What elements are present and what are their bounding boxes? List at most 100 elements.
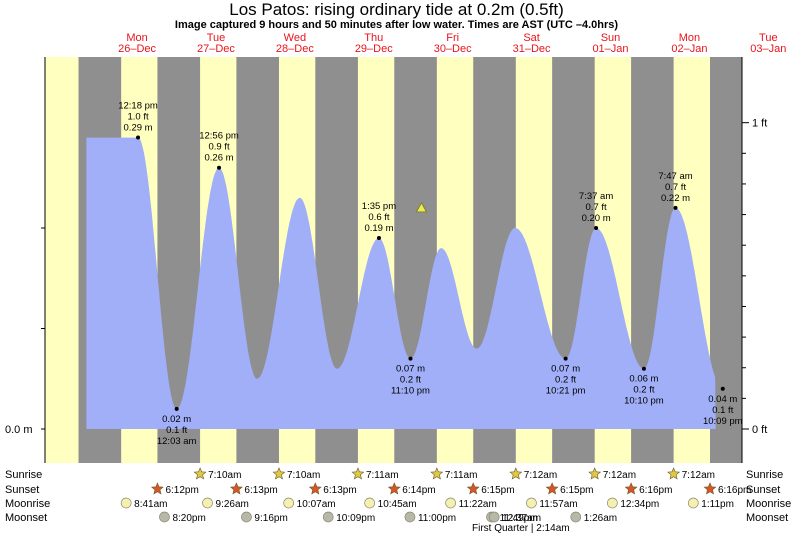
sunset-time: 6:15pm: [560, 485, 593, 496]
day-date-label: 01–Jan: [592, 43, 628, 55]
sunset-icon: [545, 482, 559, 495]
high-tide-metres: 0.22 m: [661, 193, 690, 204]
sunrise-row-label-right: Sunrise: [746, 469, 783, 481]
low-tide-feet: 0.2 ft: [400, 375, 421, 386]
right-axis-label: 0 ft: [752, 424, 767, 436]
moonset-icon: [241, 511, 252, 523]
sunset-icon: [624, 482, 638, 495]
day-name-label: Thu: [364, 32, 383, 44]
moonrise-time: 12:34pm: [620, 499, 659, 510]
day-date-label: 31–Dec: [513, 43, 551, 55]
sunrise-time: 7:12am: [524, 470, 557, 481]
moonset-icon: [488, 511, 500, 523]
high-tide-time: 1:35 pm: [362, 201, 396, 212]
moonset-time: 8:20pm: [172, 513, 205, 524]
low-tide-time: 10:10 pm: [624, 396, 664, 407]
high-tide-metres: 0.19 m: [364, 223, 393, 234]
sunrise-icon: [193, 467, 207, 480]
moonrise-icon: [687, 497, 699, 509]
moonrise-row-label-right: Moonrise: [746, 498, 791, 510]
sunset-time: 6:13pm: [244, 485, 277, 496]
moonrise-icon: [120, 497, 132, 509]
day-name-label: Fri: [446, 32, 459, 44]
sunrise-icon: [430, 467, 444, 480]
day-name-label: Sat: [523, 32, 540, 44]
sunset-time: 6:15pm: [481, 485, 514, 496]
low-tide-time: 10:09 pm: [703, 416, 743, 427]
high-tide-feet: 0.7 ft: [586, 202, 607, 213]
moonset-time: 11:00pm: [418, 513, 456, 524]
low-tide-metres: 0.07 m: [396, 364, 425, 375]
sunset-icon: [466, 482, 480, 495]
sunrise-time: 7:11am: [366, 470, 399, 481]
tide-area: [86, 137, 716, 429]
moonrise-icon: [445, 497, 456, 509]
low-tide-point: [720, 386, 725, 391]
low-tide-point: [408, 356, 413, 361]
moonrise-icon: [526, 497, 537, 509]
day-date-label: 29–Dec: [355, 43, 393, 55]
sunrise-time: 7:12am: [682, 470, 715, 481]
chart-title: Los Patos: rising ordinary tide at 0.2m …: [229, 0, 564, 19]
low-tide-feet: 0.2 ft: [555, 375, 576, 386]
moonset-row-label-right: Moonset: [746, 512, 788, 524]
high-tide-metres: 0.26 m: [204, 153, 233, 164]
sunset-icon: [229, 482, 243, 495]
moonset-time: 10:09pm: [336, 513, 375, 524]
sunrise-icon: [588, 467, 602, 480]
sunrise-time: 7:10am: [287, 470, 320, 481]
moonrise-time: 10:07am: [297, 499, 336, 510]
sunrise-icon: [667, 467, 681, 480]
moonset-time: 12:37am: [502, 513, 541, 524]
moonrise-time: 11:57am: [539, 499, 577, 510]
moonrise-icon: [364, 497, 376, 509]
low-tide-metres: 0.02 m: [162, 414, 191, 425]
chart-subtitle: Image captured 9 hours and 50 minutes af…: [174, 19, 619, 31]
low-tide-time: 11:10 pm: [391, 386, 430, 397]
sunset-icon: [703, 482, 717, 495]
sunset-row-label-right: Sunset: [746, 484, 780, 496]
high-tide-point: [594, 226, 599, 230]
sunset-time: 6:16pm: [639, 485, 672, 496]
sunrise-time: 7:12am: [603, 470, 636, 481]
high-tide-feet: 0.7 ft: [665, 182, 686, 193]
axes: 0.0 m 1 ft 0 ft: [5, 118, 767, 436]
high-tide-feet: 0.9 ft: [208, 142, 229, 153]
moonset-time: 11:49pm: [500, 513, 538, 524]
high-tide-point: [217, 165, 222, 170]
low-tide-time: 10:21 pm: [546, 386, 586, 397]
moonrise-icon: [202, 497, 213, 509]
low-tide-feet: 0.1 ft: [166, 425, 187, 436]
moonrise-time: 9:26am: [216, 499, 249, 510]
moonset-icon: [159, 511, 170, 523]
sunrise-icon: [351, 467, 365, 480]
low-tide-point: [641, 366, 646, 371]
sunset-icon: [150, 482, 164, 495]
sunrise-icon: [272, 467, 286, 480]
moonrise-time: 8:41am: [134, 499, 167, 510]
moonset-icon: [404, 511, 416, 523]
day-name-label: Mon: [679, 32, 700, 44]
low-tide-feet: 0.2 ft: [633, 385, 654, 396]
moonset-row-label-left: Moonset: [5, 512, 47, 524]
moonset-time: 1:26am: [584, 513, 617, 524]
high-tide-metres: 0.29 m: [124, 123, 153, 134]
sunrise-icon: [509, 467, 523, 480]
right-axis-label: 1 ft: [752, 118, 767, 130]
moonrise-time: 1:11pm: [701, 499, 734, 510]
plot-frame: [44, 57, 743, 463]
day-date-label: 30–Dec: [434, 43, 472, 55]
sunrise-time: 7:10am: [208, 470, 241, 481]
low-tide-point: [174, 406, 179, 411]
left-axis-label: 0.0 m: [5, 424, 33, 436]
low-tide-metres: 0.07 m: [551, 364, 580, 375]
moonset-icon: [322, 511, 334, 523]
moonset-icon: [570, 511, 582, 523]
high-tide-time: 12:56 pm: [199, 131, 239, 142]
moonrise-icon: [283, 497, 295, 509]
day-date-label: 26–Dec: [118, 43, 156, 55]
low-tide-feet: 0.1 ft: [712, 405, 733, 416]
day-name-label: Tue: [759, 32, 778, 44]
